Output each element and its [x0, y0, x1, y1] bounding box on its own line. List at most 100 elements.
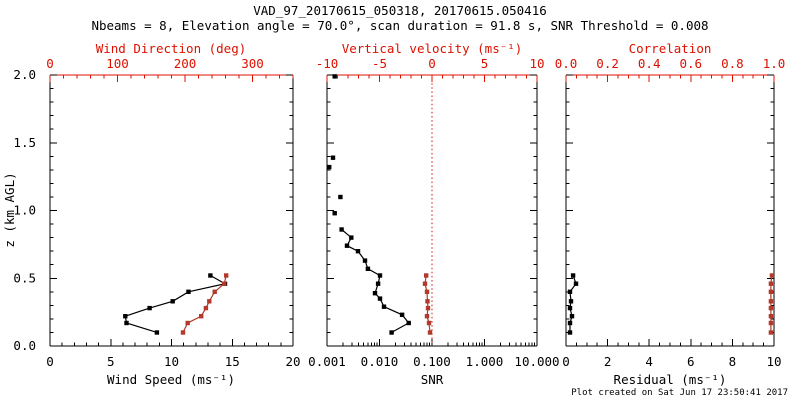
- x-tick-label: 0: [46, 354, 54, 369]
- snr-profile-upper-marker: [330, 155, 336, 160]
- top-tick-label: 0.4: [638, 56, 661, 71]
- wind-speed-axis-title: Wind Speed (ms⁻¹): [107, 372, 235, 387]
- y-tick-label: 1.5: [13, 135, 36, 150]
- x-tick-label: 10.000: [514, 354, 559, 369]
- correlation-marker: [769, 273, 775, 278]
- residual-marker: [568, 299, 574, 304]
- snr-panel: 0.001 0.010 0.100 1.000 10.000 -10 -5 0 5 10: [308, 56, 559, 369]
- x-tick-label: 2: [604, 354, 612, 369]
- x-tick-label: 4: [645, 354, 653, 369]
- x-tick-label: 6: [687, 354, 695, 369]
- x-tick-label: 0.001: [308, 354, 346, 369]
- plot-title: VAD_97_20170615_050318, 20170615.050416: [253, 3, 547, 18]
- x-tick-label: 0.100: [413, 354, 451, 369]
- plot-created-caption: Plot created on Sat Jun 17 23:50:41 2017: [571, 388, 788, 398]
- wind-top-ticks: 0 100 200 300: [46, 56, 294, 82]
- top-tick-label: 0.0: [555, 56, 578, 71]
- wind-direction-marker: [207, 299, 212, 304]
- top-tick-label: 100: [106, 56, 129, 71]
- snr-profile-marker: [372, 291, 378, 296]
- correlation-marker: [768, 281, 774, 286]
- wind-direction-marker: [203, 305, 209, 311]
- wind-speed-marker: [170, 299, 175, 304]
- vertical-velocity-marker: [427, 330, 433, 335]
- wind-direction-marker: [180, 330, 186, 335]
- vertical-velocity-marker: [422, 281, 428, 286]
- snr-profile-marker: [362, 258, 368, 263]
- snr-top-ticks: -10 -5 0 5 10: [316, 56, 545, 82]
- vertical-velocity-series: [422, 273, 433, 335]
- snr-profile-upper-series: [327, 74, 343, 216]
- x-tick-label: 10: [766, 354, 781, 369]
- wind-direction-marker: [224, 273, 229, 278]
- x-tick-label: 10: [164, 354, 179, 369]
- wind-direction-marker: [222, 281, 227, 286]
- residual-panel: 0 2 4 6 8 10 0.0 0.2 0.4 0.6 0.8 1.0: [555, 56, 786, 369]
- top-tick-label: 0: [46, 56, 54, 71]
- wind-y-ticks: 0.0 0.5 1.0 1.5 2.0: [13, 67, 293, 353]
- correlation-marker: [768, 299, 774, 304]
- wind-speed-marker: [124, 320, 129, 326]
- wind-direction-axis-title: Wind Direction (deg): [96, 41, 247, 56]
- top-tick-label: 300: [241, 56, 264, 71]
- vertical-velocity-marker: [425, 305, 431, 311]
- x-tick-label: 20: [285, 354, 300, 369]
- snr-profile-marker: [375, 281, 381, 286]
- correlation-axis-title: Correlation: [629, 41, 712, 56]
- vertical-velocity-marker: [424, 289, 430, 294]
- top-tick-label: 10: [529, 56, 544, 71]
- snr-profile-series: [339, 227, 411, 335]
- wind-speed-marker: [147, 305, 152, 311]
- snr-profile-marker: [399, 312, 405, 317]
- snr-profile-marker: [377, 273, 383, 278]
- top-tick-label: 0.2: [596, 56, 619, 71]
- vertical-velocity-marker: [424, 273, 429, 278]
- snr-axis-title: SNR: [421, 372, 444, 387]
- wind-speed-marker: [186, 289, 191, 294]
- correlation-marker: [768, 289, 774, 294]
- snr-profile-marker: [355, 249, 361, 254]
- x-tick-label: 0.010: [361, 354, 399, 369]
- residual-marker: [573, 281, 579, 286]
- wind-direction-marker: [212, 289, 217, 294]
- residual-marker: [567, 320, 573, 326]
- residual-y-ticks: [566, 74, 774, 347]
- correlation-marker: [768, 314, 774, 319]
- x-tick-label: 5: [107, 354, 115, 369]
- correlation-marker: [768, 330, 774, 335]
- x-tick-label: 1.000: [466, 354, 504, 369]
- snr-bottom-ticks: 0.001 0.010 0.100 1.000 10.000: [308, 339, 560, 369]
- vertical-velocity-marker: [425, 299, 430, 304]
- wind-direction-marker: [185, 320, 190, 326]
- wind-direction-series: [180, 273, 229, 335]
- snr-profile-marker: [377, 296, 383, 301]
- top-tick-label: 0.8: [721, 56, 744, 71]
- snr-profile-marker: [389, 330, 394, 335]
- snr-profile-upper-marker: [338, 194, 343, 200]
- correlation-marker: [768, 305, 774, 311]
- y-tick-label: 2.0: [13, 67, 36, 82]
- top-tick-label: 5: [481, 56, 489, 71]
- wind-panel: 0.00.51.01.52.00 5 10 15 200 100 200 300: [13, 56, 300, 369]
- y-tick-label: 0.0: [13, 338, 36, 353]
- top-tick-label: 1.0: [763, 56, 786, 71]
- snr-profile-upper-marker: [332, 74, 337, 79]
- vertical-velocity-marker: [426, 320, 432, 326]
- y-tick-label: 1.0: [13, 203, 36, 218]
- plot-subtitle: Nbeams = 8, Elevation angle = 70.0°, sca…: [91, 18, 708, 33]
- x-tick-label: 8: [729, 354, 737, 369]
- snr-profile-marker: [406, 320, 411, 326]
- snr-profile-marker: [344, 243, 350, 248]
- residual-bottom-ticks: 0 2 4 6 8 10: [562, 339, 782, 369]
- wind-direction-marker: [199, 314, 204, 319]
- snr-y-ticks: [327, 74, 537, 347]
- correlation-series: [768, 273, 775, 335]
- residual-marker: [567, 330, 573, 335]
- top-tick-label: -10: [316, 56, 339, 71]
- wind-speed-marker: [154, 330, 160, 335]
- y-tick-label: 0.5: [13, 270, 36, 285]
- residual-marker: [569, 314, 575, 319]
